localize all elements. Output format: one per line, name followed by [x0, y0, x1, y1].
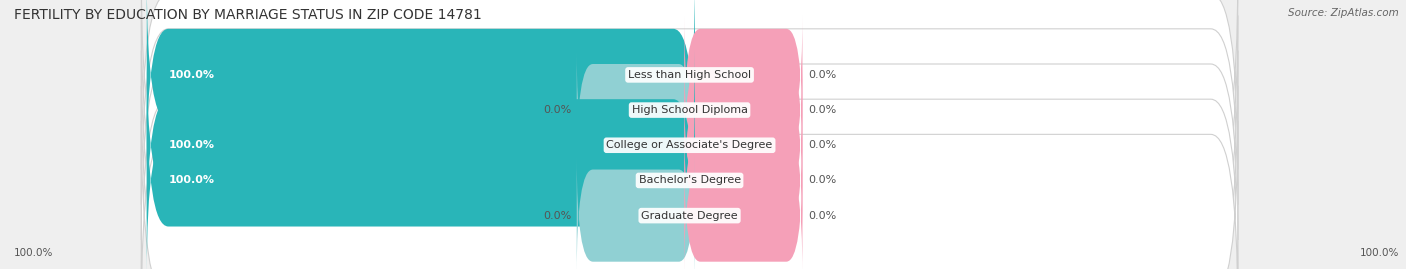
FancyBboxPatch shape [142, 0, 1237, 169]
Text: High School Diploma: High School Diploma [631, 105, 748, 115]
FancyBboxPatch shape [146, 86, 695, 269]
Text: 0.0%: 0.0% [808, 140, 837, 150]
Text: Source: ZipAtlas.com: Source: ZipAtlas.com [1288, 8, 1399, 18]
FancyBboxPatch shape [142, 15, 1237, 205]
FancyBboxPatch shape [142, 86, 1237, 269]
Text: Less than High School: Less than High School [628, 70, 751, 80]
FancyBboxPatch shape [142, 121, 1237, 269]
Text: FERTILITY BY EDUCATION BY MARRIAGE STATUS IN ZIP CODE 14781: FERTILITY BY EDUCATION BY MARRIAGE STATU… [14, 8, 482, 22]
Text: 0.0%: 0.0% [543, 211, 571, 221]
FancyBboxPatch shape [576, 51, 695, 169]
FancyBboxPatch shape [685, 86, 803, 205]
FancyBboxPatch shape [685, 15, 803, 134]
Text: 0.0%: 0.0% [543, 105, 571, 115]
FancyBboxPatch shape [685, 51, 803, 169]
FancyBboxPatch shape [685, 121, 803, 240]
Text: Graduate Degree: Graduate Degree [641, 211, 738, 221]
FancyBboxPatch shape [685, 156, 803, 269]
Text: College or Associate's Degree: College or Associate's Degree [606, 140, 773, 150]
Text: 100.0%: 100.0% [169, 140, 214, 150]
FancyBboxPatch shape [146, 51, 695, 240]
Text: 0.0%: 0.0% [808, 105, 837, 115]
FancyBboxPatch shape [142, 51, 1237, 240]
Text: 0.0%: 0.0% [808, 211, 837, 221]
Text: 100.0%: 100.0% [169, 70, 214, 80]
FancyBboxPatch shape [576, 156, 695, 269]
Text: Bachelor's Degree: Bachelor's Degree [638, 175, 741, 185]
Text: 100.0%: 100.0% [14, 248, 53, 258]
Text: 0.0%: 0.0% [808, 70, 837, 80]
Text: 0.0%: 0.0% [808, 175, 837, 185]
Text: 100.0%: 100.0% [1360, 248, 1399, 258]
Text: 100.0%: 100.0% [169, 175, 214, 185]
FancyBboxPatch shape [146, 0, 695, 169]
